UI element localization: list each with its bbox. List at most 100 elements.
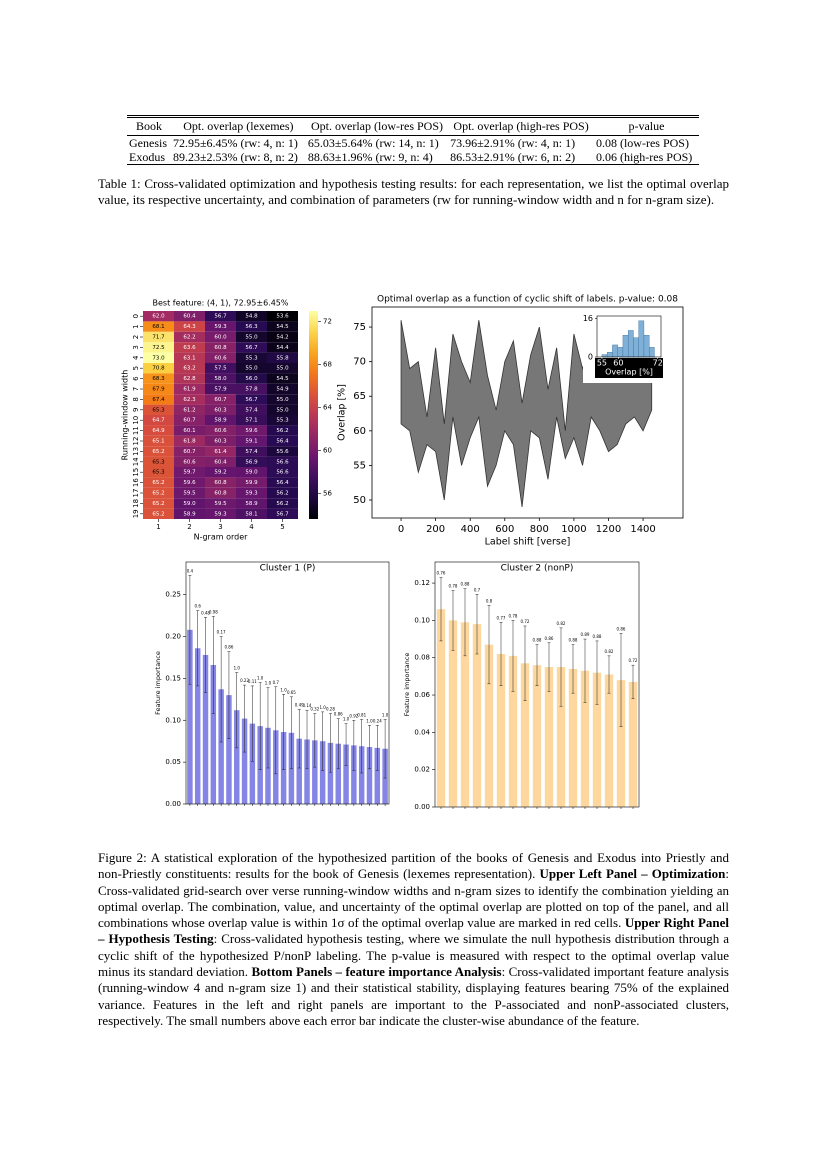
caption-heading: Upper Left Panel – Optimization bbox=[539, 866, 726, 882]
cell-label: 56.0 bbox=[245, 376, 258, 382]
bar bbox=[460, 622, 470, 807]
abundance-label: 1.0 bbox=[234, 666, 241, 671]
cell-label: 65.2 bbox=[152, 501, 164, 507]
cell-label: 58.0 bbox=[214, 376, 227, 382]
heat-cell bbox=[205, 425, 236, 436]
y-tick-label: 16 bbox=[583, 314, 593, 323]
x-tick-label: 0 bbox=[398, 524, 404, 535]
y-tick-label: 0.02 bbox=[414, 766, 430, 774]
y-tick-label: 0 bbox=[588, 353, 593, 362]
cell-label: 64.3 bbox=[183, 324, 196, 330]
cell-label: 64.7 bbox=[152, 418, 165, 424]
heat-cell bbox=[174, 415, 205, 426]
heat-cell bbox=[236, 487, 267, 499]
heat-cell bbox=[174, 373, 205, 384]
heat-cell bbox=[174, 498, 205, 509]
histogram-bar bbox=[648, 347, 655, 358]
x-tick-label: 1200 bbox=[596, 524, 621, 535]
caption-text: : Cross-validated hypothesis testing, wh… bbox=[98, 931, 729, 980]
bar bbox=[520, 663, 530, 807]
abundance-label: 0.22 bbox=[240, 678, 249, 683]
heat-cell bbox=[267, 321, 298, 332]
x-axis-label: Overlap [%] bbox=[605, 368, 653, 377]
caption-text: : Cross-validated important feature anal… bbox=[98, 964, 729, 1028]
cell-label: 59.9 bbox=[245, 480, 258, 486]
heat-cell bbox=[267, 373, 298, 384]
cell: 88.63±1.96% (rw: 9, n: 4) bbox=[307, 150, 433, 164]
plot-frame bbox=[434, 561, 640, 808]
bar bbox=[319, 741, 326, 804]
bar bbox=[218, 689, 224, 804]
heat-cell bbox=[267, 498, 298, 509]
heat-cell bbox=[174, 404, 205, 415]
histogram-bar bbox=[627, 330, 634, 358]
abundance-label: 0.65 bbox=[287, 690, 296, 695]
bar bbox=[202, 654, 209, 804]
abundance-label: 0.24 bbox=[373, 718, 382, 723]
y-tick-label: 2 bbox=[132, 335, 140, 339]
heat-cell bbox=[236, 352, 267, 363]
y-tick-label: 0.06 bbox=[414, 691, 430, 699]
heat-cell bbox=[205, 508, 236, 519]
y-axis-label: Feature importance bbox=[403, 653, 411, 717]
bar bbox=[532, 665, 542, 807]
heat-cell bbox=[236, 342, 267, 353]
heat-cell bbox=[236, 435, 267, 447]
cell-label: 54.8 bbox=[245, 314, 258, 320]
cell-label: 59.1 bbox=[245, 439, 257, 445]
cell: 65.03±5.64% (rw: 14, n: 1) bbox=[307, 136, 439, 150]
cell-label: 59.5 bbox=[214, 501, 227, 507]
cell-label: 65.2 bbox=[152, 511, 164, 517]
cell-label: 59.7 bbox=[183, 470, 196, 476]
cell-label: 72.5 bbox=[152, 345, 165, 351]
results-table: Book Opt. overlap (lexemes) Opt. overlap… bbox=[127, 115, 699, 165]
bar bbox=[628, 681, 638, 807]
heat-cell bbox=[205, 331, 236, 343]
heat-cell bbox=[143, 404, 174, 415]
y-tick-label: 9 bbox=[132, 408, 140, 412]
x-tick-label: 5 bbox=[280, 523, 284, 531]
bar bbox=[544, 667, 554, 807]
cell-label: 57.9 bbox=[214, 387, 227, 393]
caption-text: : Cross-validated grid-search over verse… bbox=[98, 866, 729, 931]
cell-label: 56.6 bbox=[276, 459, 289, 465]
abundance-label: 1.0 bbox=[280, 687, 287, 692]
cell-label: 55.0 bbox=[276, 397, 289, 403]
y-tick-label: 75 bbox=[353, 322, 366, 333]
cell-label: 57.5 bbox=[214, 366, 227, 372]
cell-label: 65.1 bbox=[152, 439, 164, 445]
heat-cell bbox=[143, 425, 174, 436]
cell-label: 56.6 bbox=[276, 470, 289, 476]
colorbar-tick-label: 68 bbox=[323, 361, 332, 369]
y-tick-label: 19 bbox=[132, 509, 140, 518]
x-tick-label: 4 bbox=[249, 523, 254, 531]
cell-label: 60.4 bbox=[214, 459, 227, 465]
heat-cell bbox=[205, 342, 236, 353]
y-tick-label: 60 bbox=[353, 426, 366, 437]
cell-label: 58.9 bbox=[214, 418, 227, 424]
cell-label: 65.2 bbox=[152, 480, 164, 486]
cell-label: 60.4 bbox=[183, 314, 196, 320]
abundance-label: 0.17 bbox=[217, 630, 226, 635]
heat-cell bbox=[174, 446, 205, 457]
heat-cell bbox=[205, 363, 236, 374]
heat-cell bbox=[267, 425, 298, 436]
inset-label-background bbox=[595, 358, 663, 378]
heat-cell bbox=[143, 331, 174, 343]
y-tick-label: 11 bbox=[132, 426, 140, 435]
heat-cell bbox=[205, 487, 236, 499]
abundance-label: 0.72 bbox=[629, 658, 638, 663]
y-tick-label: 0.20 bbox=[165, 633, 181, 641]
cell-label: 58.9 bbox=[245, 501, 258, 507]
cell-label: 61.9 bbox=[183, 387, 196, 393]
abundance-label: 1.0 bbox=[265, 681, 272, 686]
cell-label: 63.1 bbox=[183, 355, 195, 361]
bar bbox=[226, 695, 232, 804]
y-tick-label: 0.00 bbox=[165, 800, 181, 808]
y-tick-label: 3 bbox=[132, 345, 140, 349]
x-tick-label: 1 bbox=[156, 523, 160, 531]
y-axis-label: Overlap [%] bbox=[337, 384, 348, 441]
abundance-label: 0.88 bbox=[593, 634, 602, 639]
bar bbox=[241, 718, 248, 804]
